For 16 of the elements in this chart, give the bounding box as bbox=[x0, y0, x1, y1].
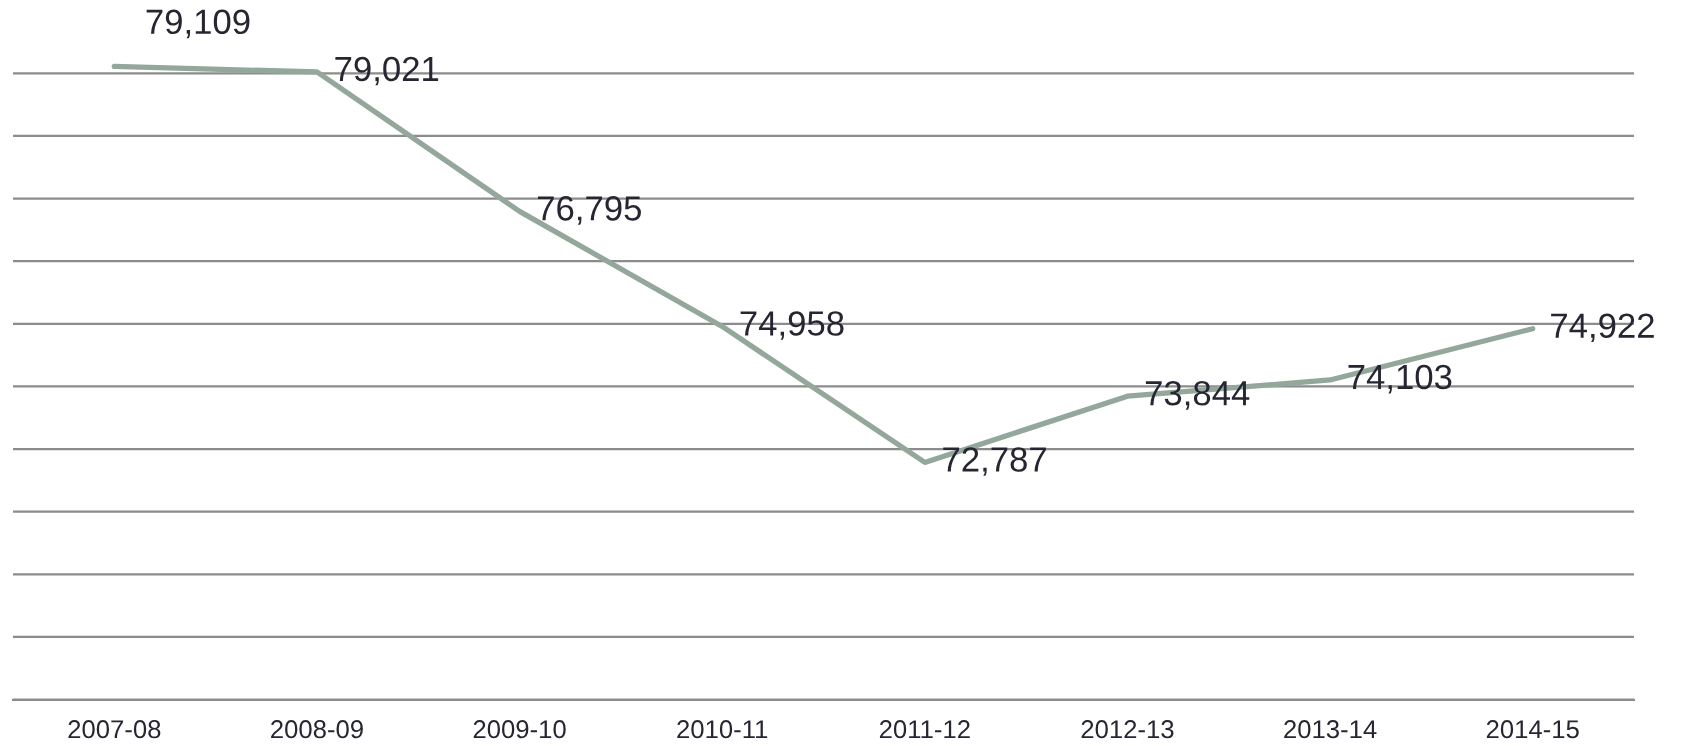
x-tick-label: 2014-15 bbox=[1486, 720, 1579, 739]
data-label: 74,103 bbox=[1348, 364, 1452, 394]
data-label: 74,958 bbox=[740, 311, 844, 340]
data-label: 74,922 bbox=[1551, 313, 1654, 343]
data-label: 73,844 bbox=[1145, 380, 1250, 410]
x-tick-label: 2010-11 bbox=[677, 720, 768, 739]
x-tick-label: 2011-12 bbox=[879, 720, 970, 739]
x-tick-label: 2009-10 bbox=[473, 720, 566, 739]
x-tick-label: 2013-14 bbox=[1284, 720, 1377, 739]
data-label: 79,021 bbox=[335, 56, 439, 86]
data-label: 79,109 bbox=[146, 9, 250, 39]
data-label: 76,795 bbox=[538, 196, 641, 225]
x-tick-label: 2008-09 bbox=[271, 720, 363, 739]
x-tick-label: 2012-13 bbox=[1081, 720, 1174, 739]
x-tick-label: 2007-08 bbox=[68, 720, 161, 739]
data-label: 72,787 bbox=[943, 447, 1046, 476]
